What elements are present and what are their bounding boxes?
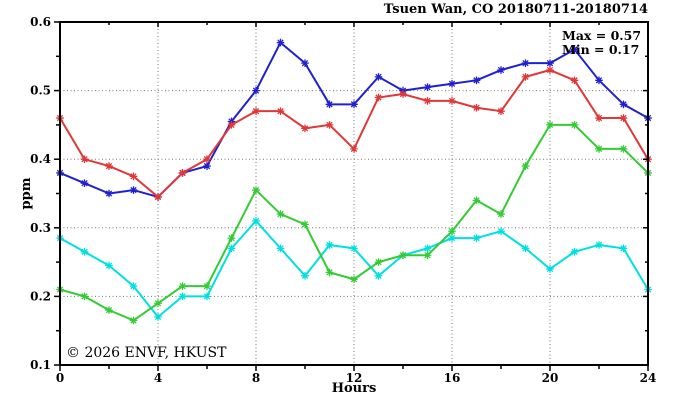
tick-label: 8 xyxy=(252,371,260,385)
tick-label: 0.3 xyxy=(30,221,51,235)
red-line xyxy=(56,66,652,201)
green-line xyxy=(56,121,652,325)
tick-label: 24 xyxy=(640,371,657,385)
x-axis-label: Hours xyxy=(332,381,377,396)
y-axis-label: ppm xyxy=(19,177,34,209)
tick-label: 0.6 xyxy=(30,15,51,29)
tick-labels: 0 4 8 12 16 20 24 0.1 0.2 0.3 0.4 0.5 0.6 xyxy=(30,15,656,385)
axis-ticks xyxy=(54,21,649,371)
max-annotation: Max = 0.57 xyxy=(562,28,641,43)
tick-label: 0.5 xyxy=(30,84,51,98)
red-line-markers xyxy=(56,66,652,201)
tick-label: 0.4 xyxy=(30,152,51,166)
tick-label: 20 xyxy=(542,371,559,385)
tick-label: 4 xyxy=(154,371,162,385)
tick-label: 0.1 xyxy=(30,358,51,372)
tick-label: 0.2 xyxy=(30,289,51,303)
chart-title: Tsuen Wan, CO 20180711-20180714 xyxy=(384,2,648,17)
min-annotation: Min = 0.17 xyxy=(562,42,639,57)
tick-label: 16 xyxy=(444,371,461,385)
data-series xyxy=(56,38,652,325)
watermark: © 2026 ENVF, HKUST xyxy=(66,345,227,361)
tick-label: 12 xyxy=(346,371,363,385)
tick-label: 0 xyxy=(56,371,64,385)
